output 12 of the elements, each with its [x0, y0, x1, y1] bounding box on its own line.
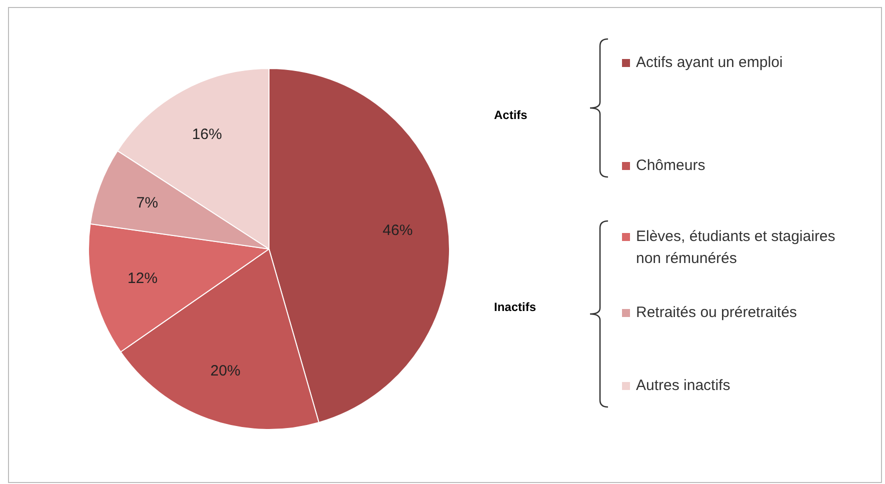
legend-label: Retraités ou préretraités: [636, 303, 798, 323]
data-label: 20%: [210, 362, 240, 380]
legend-label: Elèves, étudiants et stagiaires non rémunérés: [636, 227, 836, 269]
data-label: 12%: [128, 270, 158, 288]
data-label: 16%: [192, 126, 222, 143]
data-label: 46%: [382, 222, 413, 240]
legend-label: Actifs ayant un emploi: [636, 53, 784, 73]
data-label: 7%: [136, 194, 158, 212]
legend-label: Chômeurs: [636, 156, 706, 176]
text: Actifs: [494, 108, 528, 122]
legend-label: Autres inactifs: [636, 376, 732, 396]
text: Inactifs: [494, 300, 536, 314]
